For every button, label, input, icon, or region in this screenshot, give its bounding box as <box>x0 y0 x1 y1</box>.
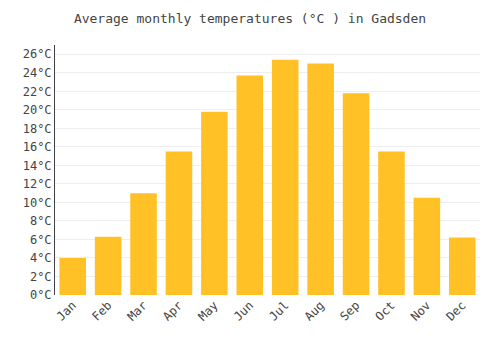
svg-text:May: May <box>196 298 221 323</box>
svg-text:Apr: Apr <box>160 298 185 323</box>
svg-text:0°C: 0°C <box>30 288 52 302</box>
svg-text:Jun: Jun <box>231 298 256 323</box>
svg-text:10°C: 10°C <box>23 196 52 210</box>
svg-text:4°C: 4°C <box>30 251 52 265</box>
svg-text:22°C: 22°C <box>23 85 52 99</box>
svg-text:16°C: 16°C <box>23 140 52 154</box>
svg-text:2°C: 2°C <box>30 270 52 284</box>
svg-text:12°C: 12°C <box>23 177 52 191</box>
svg-text:Jan: Jan <box>54 298 79 323</box>
svg-text:Dec: Dec <box>443 298 468 323</box>
svg-text:Feb: Feb <box>89 298 114 323</box>
svg-text:18°C: 18°C <box>23 122 52 136</box>
svg-text:6°C: 6°C <box>30 233 52 247</box>
svg-text:Average monthly temperatures (: Average monthly temperatures (°C ) in Ga… <box>74 11 426 26</box>
svg-text:26°C: 26°C <box>23 47 52 61</box>
svg-text:Sep: Sep <box>337 298 362 323</box>
svg-text:Aug: Aug <box>302 298 327 323</box>
svg-text:24°C: 24°C <box>23 66 52 80</box>
svg-text:Jul: Jul <box>266 298 291 323</box>
svg-text:Mar: Mar <box>125 298 150 323</box>
svg-text:Nov: Nov <box>408 298 433 323</box>
svg-text:8°C: 8°C <box>30 214 52 228</box>
svg-text:20°C: 20°C <box>23 103 52 117</box>
svg-text:14°C: 14°C <box>23 159 52 173</box>
svg-text:Oct: Oct <box>373 298 398 323</box>
